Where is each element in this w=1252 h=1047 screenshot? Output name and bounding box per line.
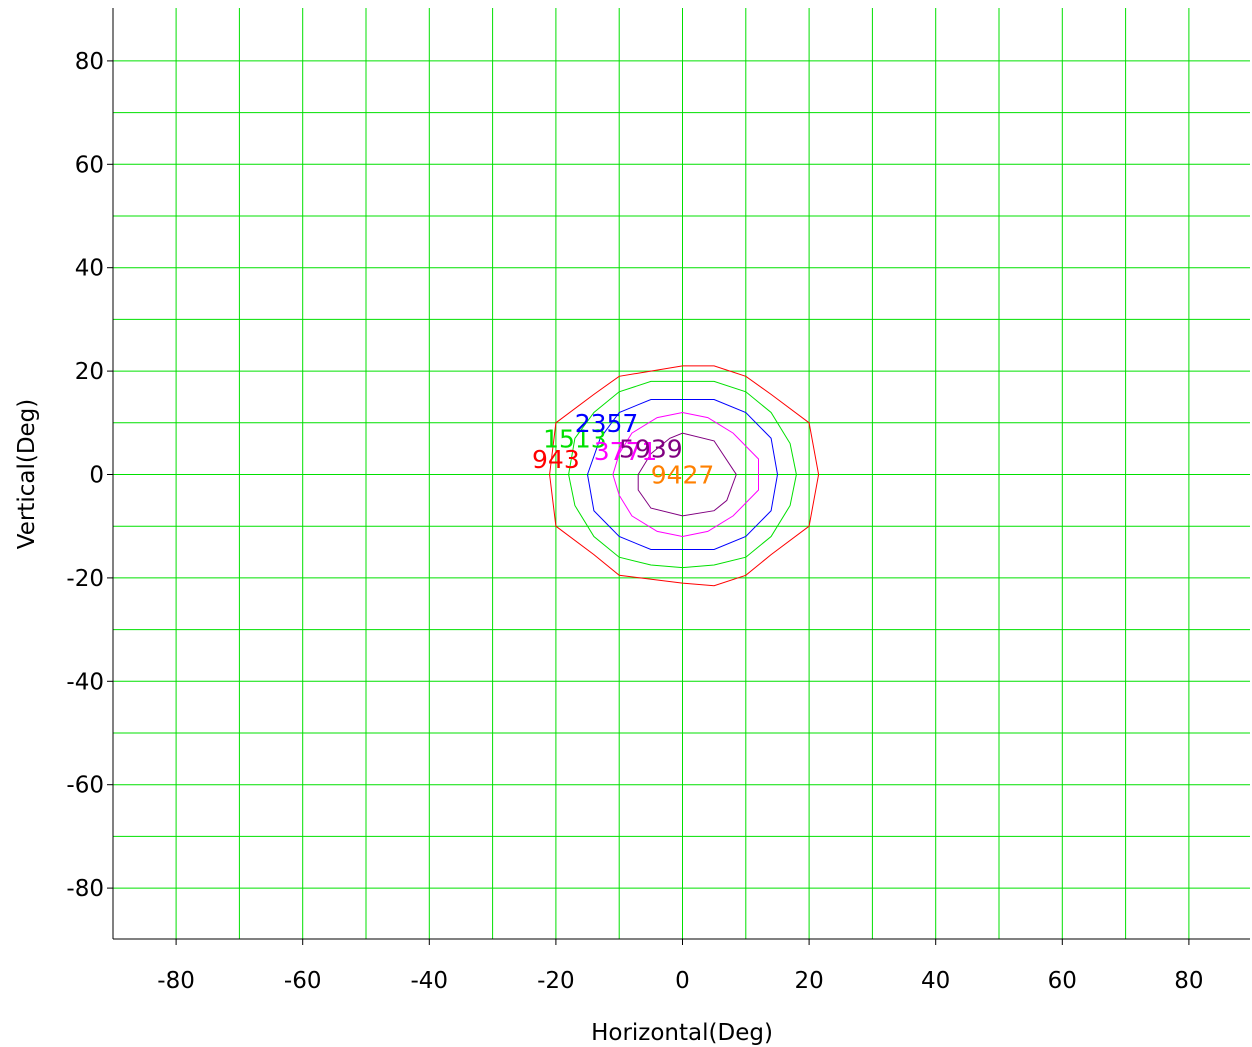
y-tick-label: -60 xyxy=(66,773,104,799)
contour-label-5939: 5939 xyxy=(619,435,683,464)
y-tick-labels: 80 60 40 20 0 -20 -40 -60 -80 xyxy=(66,49,113,902)
x-tick-label: 40 xyxy=(921,968,950,994)
x-tick-label: -80 xyxy=(157,968,195,994)
y-tick-label: 80 xyxy=(75,49,104,75)
contour-label-2357: 2357 xyxy=(575,409,639,438)
contour-label-1513: 1513 xyxy=(543,424,607,453)
y-tick-label: -40 xyxy=(66,669,104,695)
x-tick-label: 20 xyxy=(794,968,823,994)
grid-lines xyxy=(113,8,1250,939)
x-tick-label: 80 xyxy=(1174,968,1203,994)
y-tick-label: 40 xyxy=(75,256,104,282)
x-tick-label: -20 xyxy=(537,968,575,994)
contour-label-9427: 9427 xyxy=(651,461,715,490)
y-tick-label: 60 xyxy=(75,152,104,178)
x-axis-title: Horizontal(Deg) xyxy=(591,1020,773,1046)
contour-line-2357 xyxy=(586,399,779,550)
x-tick-label: -60 xyxy=(284,968,322,994)
contour-line-5939 xyxy=(637,432,737,517)
y-tick-label: 0 xyxy=(89,463,104,489)
contour-label-943: 943 xyxy=(532,445,580,474)
y-tick-label: 20 xyxy=(75,359,104,385)
contour-label-3771: 3771 xyxy=(594,437,658,466)
y-axis-title: Vertical(Deg) xyxy=(14,399,40,550)
x-tick-label: 60 xyxy=(1048,968,1077,994)
x-tick-label: -40 xyxy=(411,968,449,994)
contour-line-1513 xyxy=(568,380,797,569)
x-tick-label: 0 xyxy=(675,968,690,994)
y-tick-label: -80 xyxy=(66,876,104,902)
y-tick-label: -20 xyxy=(66,566,104,592)
contour-line-943 xyxy=(549,365,820,587)
contour-lines xyxy=(549,365,820,587)
contour-line-3771 xyxy=(612,411,759,538)
x-tick-labels: -80 -60 -40 -20 0 20 40 60 80 xyxy=(157,939,1204,994)
